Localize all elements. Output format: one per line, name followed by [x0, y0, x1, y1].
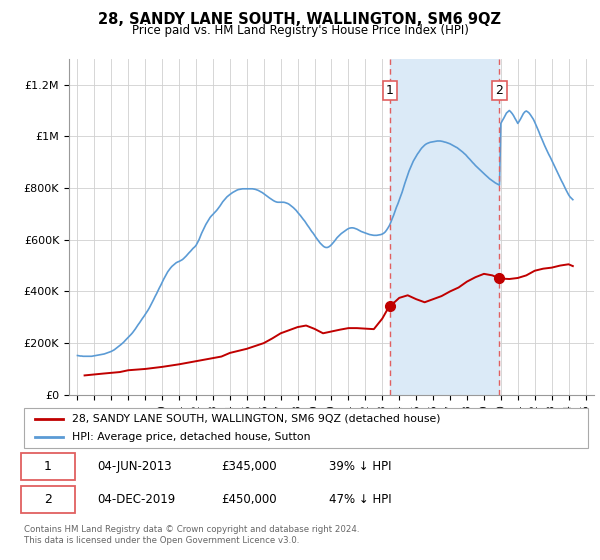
Bar — [389, 59, 499, 395]
Text: 04-JUN-2013: 04-JUN-2013 — [97, 460, 172, 473]
Text: 28, SANDY LANE SOUTH, WALLINGTON, SM6 9QZ: 28, SANDY LANE SOUTH, WALLINGTON, SM6 9Q… — [98, 12, 502, 27]
Text: 1: 1 — [44, 460, 52, 473]
Text: 39% ↓ HPI: 39% ↓ HPI — [329, 460, 391, 473]
Text: 2: 2 — [496, 84, 503, 97]
Text: HPI: Average price, detached house, Sutton: HPI: Average price, detached house, Sutt… — [72, 432, 310, 442]
Text: £345,000: £345,000 — [221, 460, 277, 473]
Text: 1: 1 — [386, 84, 394, 97]
Text: Contains HM Land Registry data © Crown copyright and database right 2024.
This d: Contains HM Land Registry data © Crown c… — [24, 525, 359, 545]
Text: 2: 2 — [44, 493, 52, 506]
Text: Price paid vs. HM Land Registry's House Price Index (HPI): Price paid vs. HM Land Registry's House … — [131, 24, 469, 37]
FancyBboxPatch shape — [21, 452, 75, 480]
Text: £450,000: £450,000 — [221, 493, 277, 506]
Text: 04-DEC-2019: 04-DEC-2019 — [97, 493, 176, 506]
Text: 28, SANDY LANE SOUTH, WALLINGTON, SM6 9QZ (detached house): 28, SANDY LANE SOUTH, WALLINGTON, SM6 9Q… — [72, 414, 440, 423]
FancyBboxPatch shape — [21, 486, 75, 514]
Text: 47% ↓ HPI: 47% ↓ HPI — [329, 493, 391, 506]
